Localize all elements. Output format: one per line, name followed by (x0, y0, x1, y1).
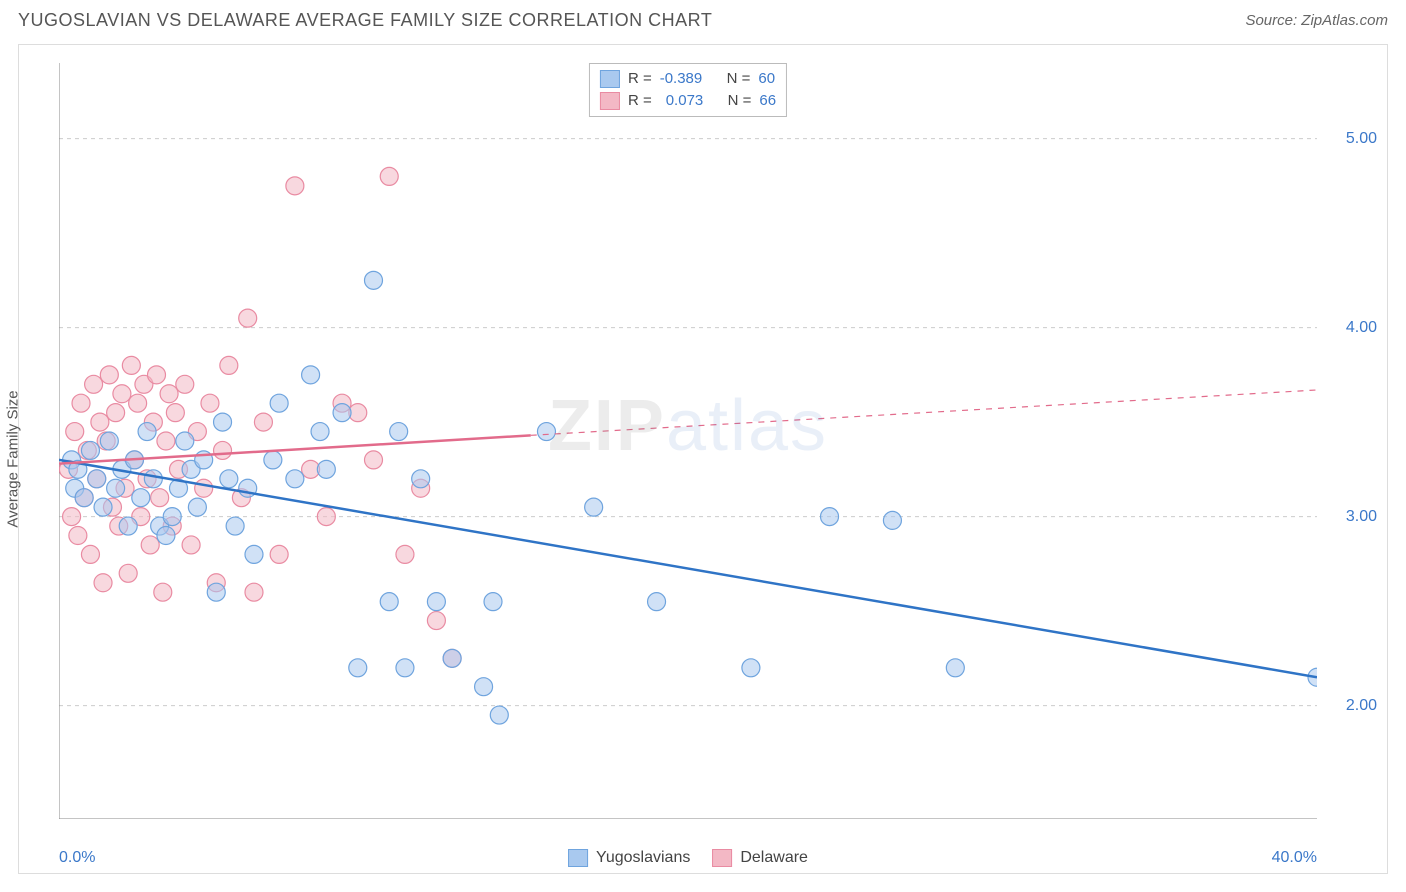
n-value-0: 60 (758, 68, 775, 90)
legend-row-yugoslavians: R = -0.389 N = 60 (600, 68, 776, 90)
r-value-0: -0.389 (660, 68, 703, 90)
legend-label-yugoslavians: Yugoslavians (596, 849, 690, 867)
n-label-0: N = (727, 68, 751, 90)
n-label-1: N = (728, 90, 752, 112)
swatch-delaware (600, 92, 620, 110)
y-tick-label: 2.00 (1346, 697, 1377, 715)
r-value-1: 0.073 (660, 90, 704, 112)
chart-container: Average Family Size ZIPatlas R = -0.389 … (18, 44, 1388, 874)
scatter-svg (59, 63, 1317, 819)
y-axis-label: Average Family Size (5, 390, 22, 527)
x-axis-min-label: 0.0% (59, 849, 95, 867)
chart-source: Source: ZipAtlas.com (1245, 12, 1388, 29)
chart-header: YUGOSLAVIAN VS DELAWARE AVERAGE FAMILY S… (0, 0, 1406, 37)
series-legend: Yugoslavians Delaware (568, 849, 808, 867)
legend-item-delaware: Delaware (712, 849, 808, 867)
legend-row-delaware: R = 0.073 N = 66 (600, 90, 776, 112)
plot-area: ZIPatlas R = -0.389 N = 60 R = 0.073 N =… (59, 63, 1317, 819)
x-axis-max-label: 40.0% (1272, 849, 1317, 867)
correlation-legend: R = -0.389 N = 60 R = 0.073 N = 66 (589, 63, 787, 117)
legend-label-delaware: Delaware (740, 849, 808, 867)
chart-title: YUGOSLAVIAN VS DELAWARE AVERAGE FAMILY S… (18, 10, 712, 31)
r-label-0: R = (628, 68, 652, 90)
swatch-yugoslavians (600, 70, 620, 88)
y-tick-label: 4.00 (1346, 319, 1377, 337)
n-value-1: 66 (759, 90, 776, 112)
swatch-delaware-bottom (712, 849, 732, 867)
legend-item-yugoslavians: Yugoslavians (568, 849, 690, 867)
r-label-1: R = (628, 90, 652, 112)
swatch-yugoslavians-bottom (568, 849, 588, 867)
y-tick-label: 5.00 (1346, 130, 1377, 148)
y-tick-label: 3.00 (1346, 508, 1377, 526)
